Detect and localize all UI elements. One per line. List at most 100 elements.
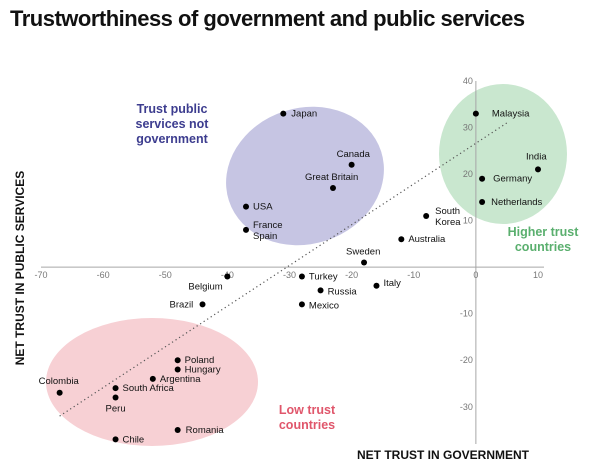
point-marker xyxy=(174,357,181,364)
point-australia: Australia xyxy=(398,234,446,245)
y-tick-label: 20 xyxy=(463,169,473,179)
x-tick-label: -10 xyxy=(407,270,420,280)
x-tick-label: -60 xyxy=(97,270,110,280)
point-argentina: Argentina xyxy=(149,374,201,385)
point-marker xyxy=(280,110,287,117)
x-tick-label: -20 xyxy=(345,270,358,280)
point-marker xyxy=(112,436,119,443)
point-belgium: Belgium xyxy=(188,273,231,292)
point-marker xyxy=(361,259,368,266)
point-label: Great Britain xyxy=(305,172,358,183)
point-label: Argentina xyxy=(160,374,201,385)
x-tick-label: -30 xyxy=(283,270,296,280)
point-label: Netherlands xyxy=(491,197,542,208)
y-tick-label: -20 xyxy=(460,355,473,365)
point-marker xyxy=(174,427,181,434)
point-canada: Canada xyxy=(337,149,371,168)
point-label: USA xyxy=(253,202,273,213)
point-label: Germany xyxy=(493,174,532,185)
point-label: Peru xyxy=(106,403,126,414)
y-axis-title: NET TRUST IN PUBLIC SERVICES xyxy=(13,171,27,365)
annotation-trust-services: Trust public services not government xyxy=(136,102,210,146)
point-label: Belgium xyxy=(188,281,222,292)
point-south-africa: South Africa xyxy=(112,383,175,394)
point-marker xyxy=(298,273,305,280)
point-marker xyxy=(243,203,250,210)
point-sweden: Sweden xyxy=(346,247,380,266)
annotation-low-trust: Low trust countries xyxy=(279,403,336,432)
point-hungary: Hungary xyxy=(174,365,221,376)
point-marker xyxy=(329,185,336,192)
zone-low-trust-ellipse xyxy=(46,318,258,446)
point-peru: Peru xyxy=(106,394,126,414)
point-label: Poland xyxy=(185,355,215,366)
x-tick-label: 0 xyxy=(473,270,478,280)
point-marker xyxy=(479,199,486,205)
x-tick-label: 10 xyxy=(533,270,543,280)
point-poland: Poland xyxy=(174,355,215,366)
point-chile: Chile xyxy=(112,434,145,445)
point-marker xyxy=(535,166,541,173)
point-label: Chile xyxy=(123,434,145,445)
point-marker xyxy=(224,273,231,280)
point-label: Turkey xyxy=(309,271,338,282)
point-malaysia: Malaysia xyxy=(472,109,530,120)
point-marker xyxy=(174,366,181,373)
trendline xyxy=(59,122,508,417)
x-tick-label: -70 xyxy=(34,270,47,280)
annotation-higher-trust: Higher trust countries xyxy=(508,225,580,254)
point-label: France Spain xyxy=(253,220,283,242)
point-label: India xyxy=(526,151,547,162)
point-brazil: Brazil xyxy=(170,299,206,310)
point-marker xyxy=(56,389,63,396)
point-marker xyxy=(423,212,430,219)
point-label: Russia xyxy=(328,286,358,297)
point-marker xyxy=(472,110,479,117)
chart-title: Trustworthiness of government and public… xyxy=(10,6,525,31)
point-label: Canada xyxy=(337,149,371,160)
point-label: Brazil xyxy=(170,299,194,310)
y-tick-label: 40 xyxy=(463,76,473,86)
x-tick-label: -50 xyxy=(159,270,172,280)
point-italy: Italy xyxy=(373,278,401,289)
point-romania: Romania xyxy=(174,425,225,436)
point-russia: Russia xyxy=(317,286,358,297)
point-mexico: Mexico xyxy=(298,300,339,311)
point-south-korea: South Korea xyxy=(423,206,461,228)
point-france-spain: France Spain xyxy=(243,220,283,242)
point-marker xyxy=(149,375,156,382)
point-turkey: Turkey xyxy=(298,271,338,282)
point-marker xyxy=(373,282,380,289)
point-marker xyxy=(317,287,324,294)
point-label: Romania xyxy=(186,425,225,436)
point-germany: Germany xyxy=(479,174,532,185)
point-marker xyxy=(298,301,305,308)
y-tick-label: 30 xyxy=(463,123,473,133)
point-marker xyxy=(479,175,486,182)
point-label: South Korea xyxy=(435,206,461,228)
point-usa: USA xyxy=(243,202,273,213)
y-tick-label: 10 xyxy=(463,216,473,226)
point-marker xyxy=(112,394,119,401)
x-axis-title: NET TRUST IN GOVERNMENT xyxy=(357,448,530,462)
zone-higher-trust-ellipse xyxy=(439,84,567,224)
point-marker xyxy=(199,301,206,308)
point-label: Japan xyxy=(291,109,317,120)
point-label: Hungary xyxy=(185,365,221,376)
point-marker xyxy=(243,226,250,233)
point-label: Italy xyxy=(383,278,401,289)
point-colombia: Colombia xyxy=(39,376,80,396)
point-marker xyxy=(348,161,355,168)
point-label: Sweden xyxy=(346,247,380,258)
point-label: Mexico xyxy=(309,300,339,311)
point-marker xyxy=(398,236,405,243)
point-netherlands: Netherlands xyxy=(479,197,543,208)
y-tick-label: -10 xyxy=(460,309,473,319)
point-label: Australia xyxy=(408,234,446,245)
point-label: Colombia xyxy=(39,376,80,387)
point-label: South Africa xyxy=(123,383,175,394)
zone-trust-services-ellipse xyxy=(226,106,384,246)
point-japan: Japan xyxy=(280,109,317,120)
